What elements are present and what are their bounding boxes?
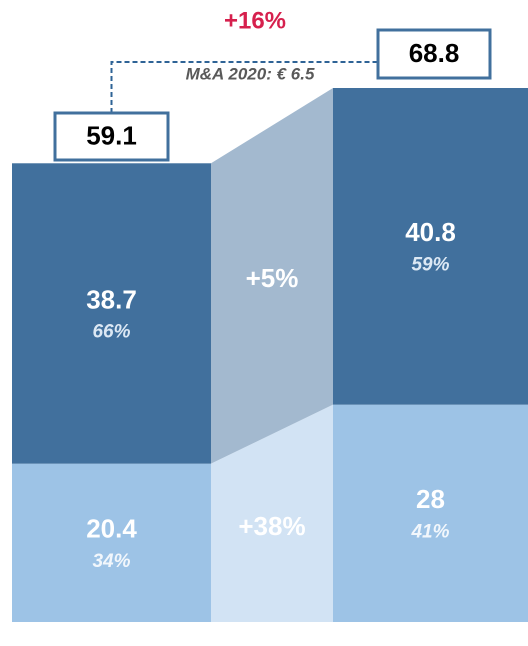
total-box [376,28,492,80]
total-change: +16% [224,7,286,34]
bar-segment [333,404,528,622]
share-label: 59% [411,254,449,275]
share-label: 66% [92,321,130,342]
annotation: M&A 2020: € 6.5 [186,64,315,83]
change-label: +5% [246,263,299,293]
share-label: 34% [92,551,130,572]
bar-segment [12,463,211,622]
value-label: 28 [416,484,445,514]
change-label: +38% [238,511,305,541]
total-label: 68.8 [409,38,460,68]
connector [211,404,333,622]
bar-segment [333,88,528,405]
growth-connector [110,61,378,113]
value-label: 20.4 [86,514,137,544]
value-label: 40.8 [405,217,456,247]
value-label: 38.7 [86,284,137,314]
total-box [53,111,170,162]
total-label: 59.1 [86,120,137,150]
bar-segment [12,163,211,464]
connector [211,88,333,464]
share-label: 41% [410,521,449,542]
